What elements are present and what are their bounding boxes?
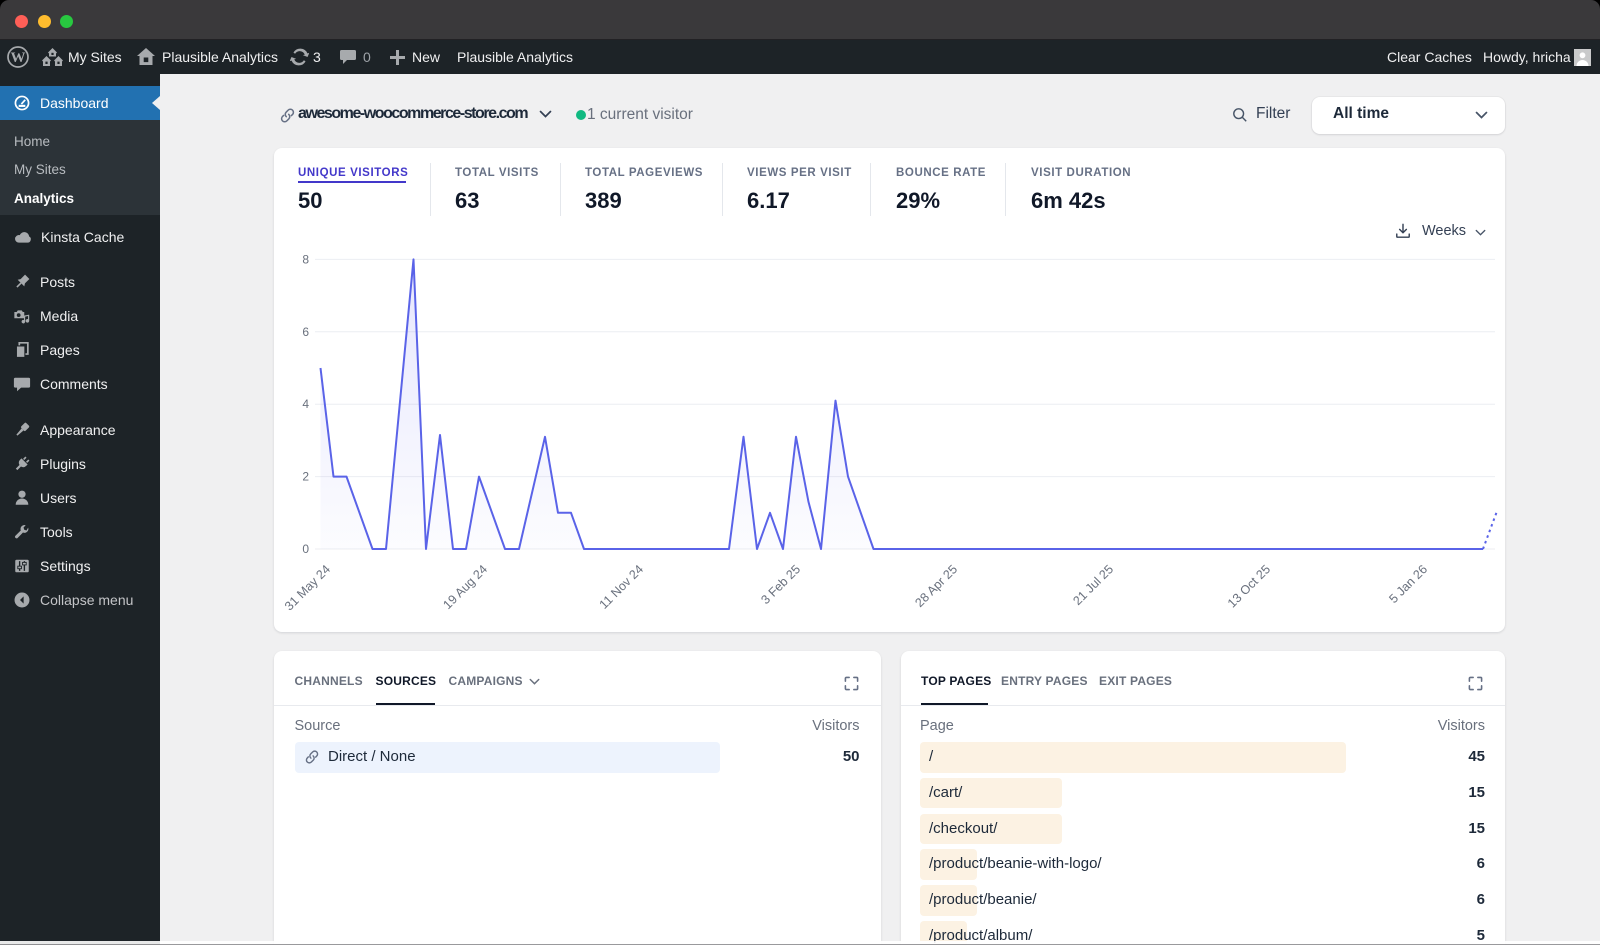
svg-text:11 Nov 24: 11 Nov 24 — [597, 562, 647, 612]
svg-text:3 Feb 25: 3 Feb 25 — [758, 562, 803, 607]
svg-text:8: 8 — [302, 252, 309, 266]
svg-text:28 Apr 25: 28 Apr 25 — [912, 562, 960, 610]
svg-text:31 May 24: 31 May 24 — [282, 562, 333, 613]
svg-text:13 Oct 25: 13 Oct 25 — [1225, 562, 1273, 610]
svg-text:0: 0 — [302, 542, 309, 556]
svg-text:6: 6 — [302, 324, 309, 338]
svg-text:2: 2 — [302, 469, 309, 483]
svg-text:4: 4 — [302, 397, 309, 411]
svg-text:19 Aug 24: 19 Aug 24 — [440, 562, 490, 612]
svg-text:5 Jan 26: 5 Jan 26 — [1386, 562, 1430, 606]
svg-text:W: W — [11, 50, 26, 66]
svg-text:21 Jul 25: 21 Jul 25 — [1070, 562, 1116, 608]
